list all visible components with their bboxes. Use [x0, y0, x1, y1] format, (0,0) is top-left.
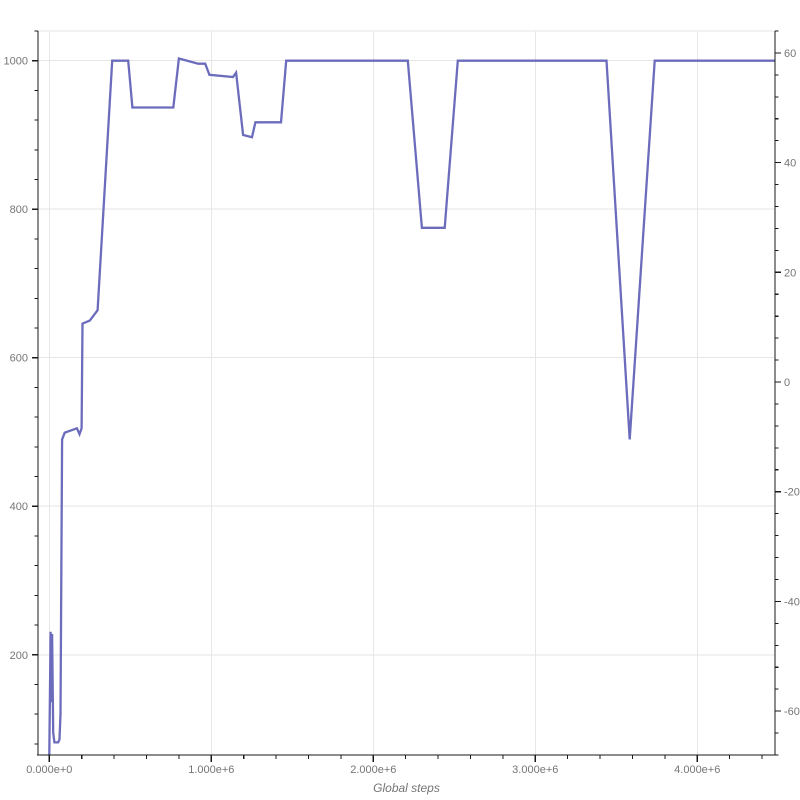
y-left-tick-label: 1000 — [4, 56, 28, 68]
y-right-tick-label: -60 — [784, 706, 800, 718]
y-right-tick-label: 0 — [784, 377, 790, 389]
x-tick-label: 1.000e+6 — [188, 764, 234, 776]
series-line — [48, 57, 775, 755]
x-tick-label: 2.000e+6 — [350, 764, 396, 776]
x-tick-label: 3.000e+6 — [512, 764, 558, 776]
y-right-tick-label: -20 — [784, 487, 800, 499]
y-left-tick-label: 800 — [10, 204, 28, 216]
y-right-tick-label: -40 — [784, 596, 800, 608]
y-right-tick-label: 20 — [784, 267, 796, 279]
y-left-tick-label: 600 — [10, 353, 28, 365]
x-tick-label: 0.000e+0 — [26, 764, 72, 776]
y-right-tick-label: 60 — [784, 48, 796, 60]
y-right-tick-label: 40 — [784, 158, 796, 170]
y-left-tick-label: 400 — [10, 501, 28, 513]
x-tick-label: 4.000e+6 — [674, 764, 720, 776]
y-left-tick-label: 200 — [10, 650, 28, 662]
